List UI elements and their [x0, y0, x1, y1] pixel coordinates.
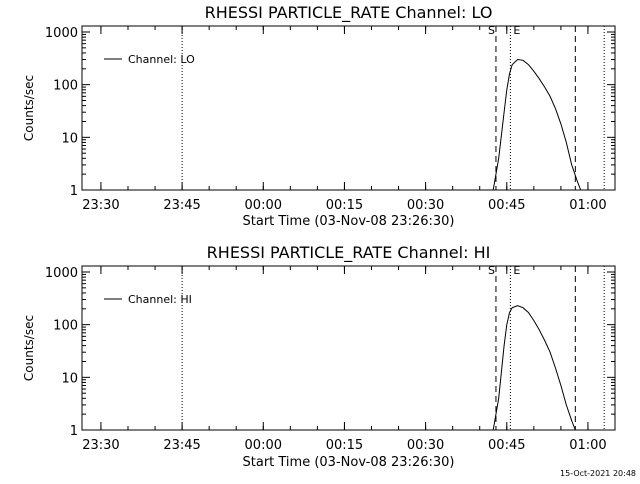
y-axis-label: Counts/sec: [22, 315, 36, 381]
x-tick-label: 00:30: [407, 198, 444, 213]
time-marker-label: S: [488, 24, 495, 37]
x-tick-label: 00:15: [326, 438, 363, 453]
time-marker-label: E: [513, 264, 520, 277]
plot-frame: [82, 26, 615, 190]
x-tick-label: 01:00: [569, 198, 606, 213]
series-line: [493, 306, 575, 430]
plot-frame: [82, 266, 615, 430]
y-tick-label: 1: [70, 424, 78, 439]
x-tick-label: 00:30: [407, 438, 444, 453]
legend-label: Channel: LO: [128, 53, 195, 66]
y-tick-label: 100: [53, 79, 78, 94]
x-tick-label: 00:15: [326, 198, 363, 213]
x-tick-label: 00:45: [488, 438, 525, 453]
x-axis-label: Start Time (03-Nov-08 23:26:30): [243, 214, 455, 229]
x-tick-label: 00:00: [245, 198, 282, 213]
time-marker-label: E: [513, 24, 520, 37]
y-axis-label: Counts/sec: [22, 75, 36, 141]
y-tick-label: 10: [61, 371, 78, 386]
time-marker-label: S: [488, 264, 495, 277]
y-tick-label: 10: [61, 131, 78, 146]
x-tick-label: 00:45: [488, 198, 525, 213]
x-tick-label: 23:45: [163, 438, 200, 453]
y-tick-label: 1000: [45, 26, 78, 41]
x-tick-label: 23:45: [163, 198, 200, 213]
x-tick-label: 23:30: [82, 438, 119, 453]
series-line: [493, 60, 581, 191]
y-tick-label: 1: [70, 184, 78, 199]
x-tick-label: 01:00: [569, 438, 606, 453]
chart-title: RHESSI PARTICLE_RATE Channel: LO: [205, 3, 493, 23]
y-tick-label: 1000: [45, 266, 78, 281]
y-tick-label: 100: [53, 319, 78, 334]
chart-title: RHESSI PARTICLE_RATE Channel: HI: [207, 243, 491, 263]
x-axis-label: Start Time (03-Nov-08 23:26:30): [243, 455, 455, 470]
x-tick-label: 23:30: [82, 198, 119, 213]
footer-timestamp: 15-Oct-2021 20:48: [560, 469, 636, 478]
x-tick-label: 00:00: [245, 438, 282, 453]
legend-label: Channel: HI: [128, 293, 192, 306]
